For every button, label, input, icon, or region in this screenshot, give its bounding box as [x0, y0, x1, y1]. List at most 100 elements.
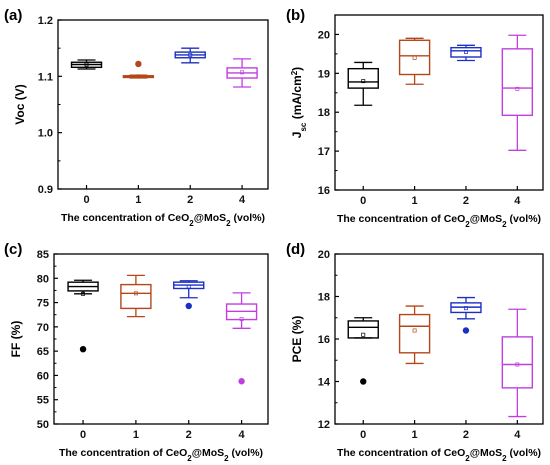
- y-tick-label: 80: [37, 273, 49, 285]
- mean-marker: [515, 362, 520, 367]
- outlier-point: [462, 327, 470, 334]
- outlier-point: [238, 378, 245, 385]
- mean-marker: [464, 49, 468, 54]
- outlier-point: [185, 302, 192, 310]
- x-tick-label: 2: [463, 195, 469, 207]
- y-tick-label: 1.0: [38, 128, 53, 140]
- y-tick-label: 70: [37, 322, 49, 334]
- outlier-point: [135, 60, 142, 68]
- y-tick-label: 1.2: [38, 15, 53, 27]
- mean-marker: [186, 284, 191, 289]
- x-tick-label: 0: [80, 429, 86, 441]
- mean-marker: [361, 332, 366, 337]
- mean-marker: [81, 291, 86, 296]
- outlier-point: [360, 378, 367, 385]
- chart-panel-0: (a) 0.9 1.0 1.1 1.2 0 1 2 4 The concentration of …: [4, 7, 269, 228]
- x-tick-label: 1: [135, 194, 141, 206]
- panel-label: (c): [4, 241, 22, 258]
- box-iqr: [450, 46, 482, 58]
- y-tick-label: 85: [37, 249, 49, 261]
- mean-marker: [239, 317, 244, 322]
- box-4: [501, 308, 534, 418]
- y-tick-label: 75: [37, 298, 49, 310]
- x-tick-label: 1: [412, 195, 418, 207]
- box-4: [501, 34, 534, 151]
- x-tick-label: 0: [360, 195, 366, 207]
- mean-marker: [133, 291, 138, 296]
- x-tick-label: 4: [239, 194, 246, 206]
- box-iqr: [398, 39, 431, 76]
- box-2: [450, 44, 482, 62]
- box-1: [120, 274, 152, 318]
- y-tick-label: 1.1: [38, 71, 53, 83]
- mean-marker: [84, 62, 89, 67]
- mean-marker: [361, 79, 366, 84]
- y-tick-label: 16: [318, 334, 330, 346]
- box-4: [226, 58, 258, 88]
- y-tick-label: 12: [318, 419, 330, 431]
- box-0: [347, 317, 379, 385]
- x-axis-title: The concentration of CeO2@MoS2 (vol%): [337, 447, 541, 463]
- box-4: [225, 292, 258, 385]
- x-axis-title: The concentration of CeO2@MoS2 (vol%): [337, 213, 541, 229]
- box-2: [173, 280, 205, 310]
- x-axis-title: The concentration of CeO2@MoS2 (vol%): [59, 447, 263, 463]
- y-tick-label: 0.9: [38, 184, 53, 196]
- x-tick-label: 0: [83, 194, 89, 206]
- mean-marker: [240, 70, 245, 75]
- box-1: [122, 60, 155, 79]
- mean-marker: [188, 52, 193, 57]
- mean-marker: [412, 55, 417, 60]
- x-tick-label: 2: [186, 429, 192, 441]
- box-iqr: [347, 320, 379, 339]
- x-axis-title: The concentration of CeO2@MoS2 (vol%): [61, 212, 265, 228]
- y-tick-label: 18: [318, 107, 330, 119]
- panel-label: (a): [4, 7, 22, 24]
- y-tick-label: 19: [318, 68, 330, 80]
- box-2: [450, 296, 482, 334]
- x-tick-label: 4: [514, 429, 521, 441]
- box-2: [174, 47, 206, 64]
- mean-marker: [136, 74, 141, 79]
- y-tick-label: 65: [37, 346, 49, 358]
- outlier-point: [79, 346, 87, 353]
- mean-marker: [412, 328, 417, 333]
- box-0: [347, 61, 379, 106]
- panel-label: (b): [286, 7, 305, 24]
- x-tick-label: 4: [239, 429, 246, 441]
- y-tick-label: 17: [318, 146, 330, 158]
- plot-frame: [53, 253, 269, 425]
- chart-panel-1: (b) 16 17 18 19 20 0 1 2 4 The concentration of Ce…: [286, 7, 544, 229]
- y-tick-label: 60: [37, 370, 49, 382]
- box-0: [67, 279, 99, 353]
- panel-label: (d): [286, 241, 305, 258]
- y-tick-label: 50: [37, 419, 49, 431]
- y-tick-label: 18: [318, 292, 330, 304]
- box-iqr: [120, 283, 152, 310]
- box-iqr: [398, 313, 431, 354]
- y-tick-label: 20: [318, 29, 330, 41]
- box-iqr: [347, 67, 379, 89]
- box-iqr: [501, 48, 534, 117]
- box-iqr: [501, 336, 534, 389]
- y-axis-title: FF (%): [9, 321, 23, 358]
- y-axis-title: PCE (%): [290, 316, 304, 363]
- box-1: [398, 37, 431, 85]
- plot-frame: [334, 14, 544, 191]
- plot-frame: [57, 19, 269, 190]
- y-tick-label: 14: [318, 377, 331, 389]
- y-axis-title: Voc (V): [13, 84, 27, 124]
- plot-frame: [334, 253, 544, 425]
- mean-marker: [515, 86, 520, 91]
- chart-panel-2: (c) 50 55 60 65 70 75 80 85 0 1 2 4 The concentration…: [4, 241, 269, 463]
- box-0: [70, 59, 103, 70]
- y-tick-label: 20: [318, 249, 330, 261]
- y-tick-label: 16: [318, 185, 330, 197]
- x-tick-label: 4: [514, 195, 521, 207]
- x-tick-label: 1: [133, 429, 139, 441]
- x-tick-label: 2: [463, 429, 469, 441]
- y-axis-title: Jsc (mA/cm2): [290, 67, 308, 138]
- mean-marker: [464, 306, 468, 311]
